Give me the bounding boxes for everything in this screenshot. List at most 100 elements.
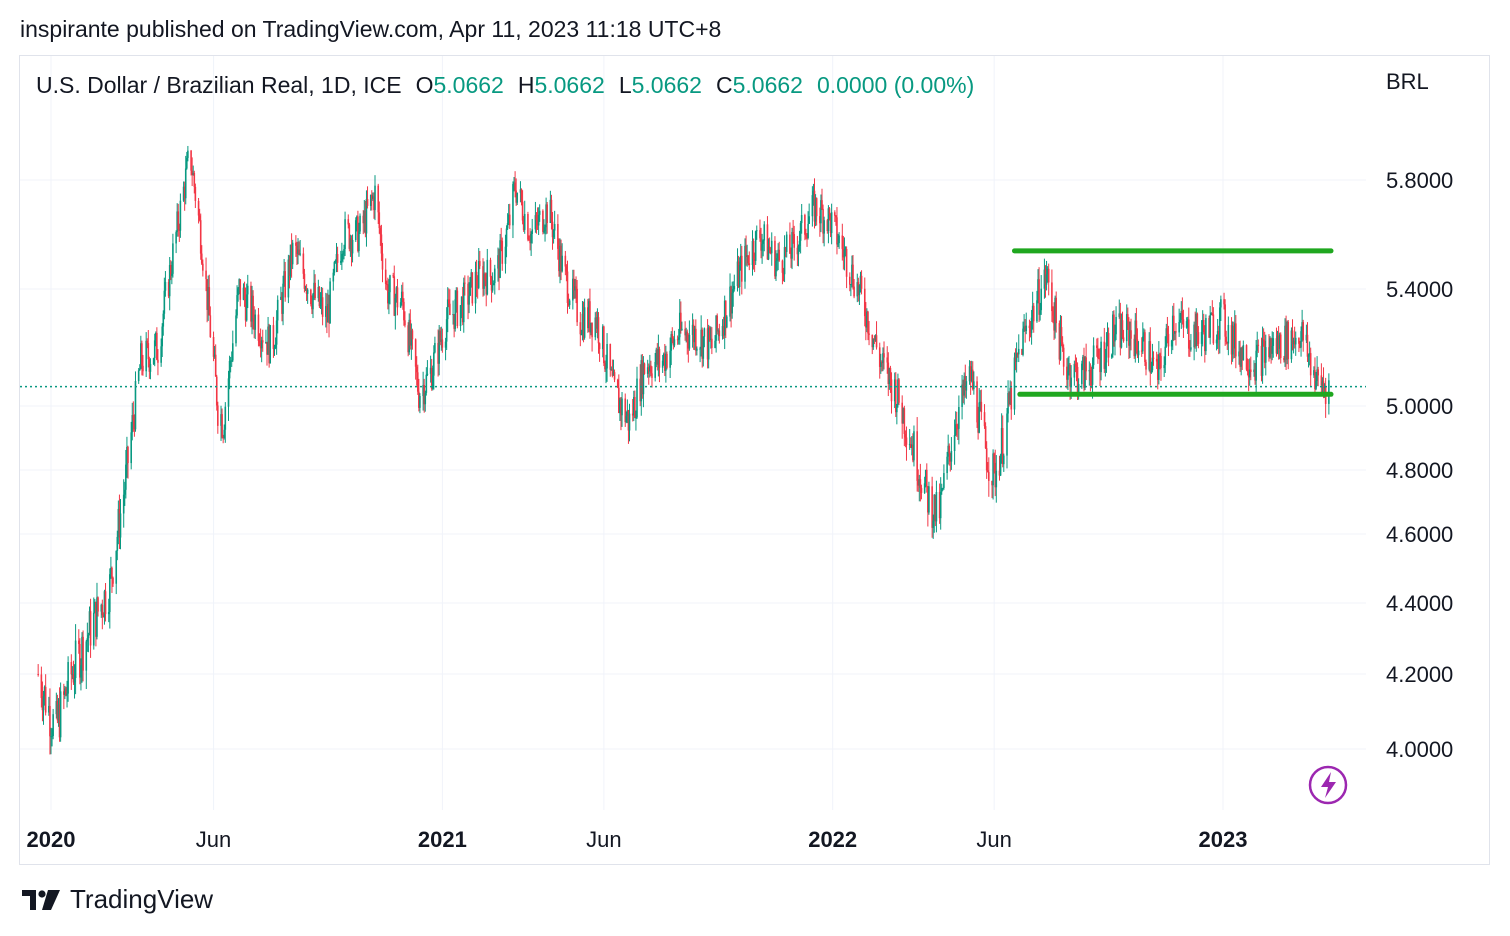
candle-body bbox=[1000, 428, 1003, 456]
candle-body bbox=[792, 231, 794, 235]
candle-body bbox=[1023, 326, 1025, 329]
candle-body bbox=[808, 216, 810, 224]
candle-body bbox=[267, 326, 269, 355]
candle-body bbox=[890, 379, 893, 402]
candle-body bbox=[1197, 332, 1200, 344]
candle-body bbox=[349, 238, 352, 249]
candle-body bbox=[530, 233, 532, 244]
candle-body bbox=[647, 367, 650, 372]
candle-body bbox=[1253, 369, 1255, 372]
candle-body bbox=[138, 368, 141, 371]
candle-body bbox=[1300, 331, 1302, 348]
lightning-button[interactable] bbox=[1308, 765, 1348, 805]
candle-body bbox=[1217, 331, 1220, 340]
candle-body bbox=[291, 242, 294, 265]
candle-body bbox=[985, 448, 988, 471]
candle-body bbox=[1233, 323, 1236, 349]
candle-body bbox=[994, 462, 997, 488]
candle-body bbox=[97, 597, 99, 612]
candle-body bbox=[827, 208, 830, 232]
candle-body bbox=[1066, 366, 1068, 380]
candle-body bbox=[1136, 339, 1139, 356]
candle-body bbox=[287, 259, 290, 298]
candle-body bbox=[841, 235, 844, 249]
candle-body bbox=[146, 340, 149, 344]
candle-body bbox=[359, 215, 361, 232]
candle-body bbox=[939, 491, 942, 519]
candle-body bbox=[559, 245, 561, 272]
candle-body bbox=[1277, 335, 1280, 349]
candle-body bbox=[596, 317, 599, 329]
candle-body bbox=[1270, 338, 1272, 354]
candle-body bbox=[783, 247, 786, 275]
candle-body bbox=[377, 185, 380, 213]
candle-body bbox=[1227, 324, 1230, 344]
candle-body bbox=[1212, 314, 1215, 344]
candle-body bbox=[87, 634, 90, 639]
y-tick-label: 5.4000 bbox=[1386, 277, 1453, 302]
candle-body bbox=[416, 372, 419, 392]
candle-body bbox=[777, 249, 779, 259]
candle-body bbox=[983, 412, 986, 427]
candle-body bbox=[942, 487, 944, 489]
candle-body bbox=[133, 420, 136, 430]
candle-body bbox=[164, 281, 167, 291]
candle-body bbox=[676, 339, 679, 341]
candle-body bbox=[288, 259, 291, 276]
candle-body bbox=[624, 398, 627, 423]
candle-body bbox=[1211, 313, 1214, 315]
candle-body bbox=[423, 384, 426, 405]
candle-body bbox=[590, 322, 592, 333]
x-tick-label: Jun bbox=[976, 827, 1011, 852]
candle-body bbox=[687, 341, 690, 349]
candle-body bbox=[1179, 319, 1182, 322]
candle-body bbox=[701, 329, 704, 359]
candle-body bbox=[74, 640, 77, 679]
candle-body bbox=[621, 398, 623, 416]
candle-body bbox=[88, 611, 91, 635]
candle-body bbox=[134, 381, 137, 430]
candle-body bbox=[1028, 325, 1031, 329]
candle-body bbox=[970, 369, 973, 382]
candle-body bbox=[774, 240, 776, 277]
candle-body bbox=[843, 249, 846, 258]
candle-body bbox=[969, 366, 972, 382]
candle-body bbox=[418, 391, 420, 408]
candle-body bbox=[107, 612, 110, 615]
candle-body bbox=[872, 338, 875, 348]
candle-body bbox=[366, 199, 369, 206]
candle-body bbox=[918, 479, 921, 486]
candle-body bbox=[821, 200, 823, 209]
candle-body bbox=[462, 282, 465, 323]
candle-body bbox=[643, 363, 646, 374]
candle-body bbox=[156, 332, 158, 360]
candle-body bbox=[934, 494, 937, 522]
candle-body bbox=[1112, 314, 1114, 355]
candle-body bbox=[147, 343, 150, 360]
candle-body bbox=[1175, 331, 1177, 333]
candle-body bbox=[1246, 369, 1249, 372]
candle-body bbox=[148, 359, 151, 372]
candle-body bbox=[1074, 363, 1077, 366]
candle-body bbox=[1141, 336, 1144, 352]
candle-body bbox=[588, 301, 590, 329]
candle-body bbox=[152, 358, 155, 365]
candle-body bbox=[1306, 334, 1309, 357]
candle-body bbox=[612, 372, 615, 376]
candle-body bbox=[358, 231, 360, 251]
candle-body bbox=[282, 283, 284, 314]
candle-body bbox=[514, 182, 516, 191]
candle-body bbox=[1119, 313, 1122, 348]
candle-body bbox=[92, 612, 95, 646]
candle-body bbox=[42, 696, 45, 711]
candle-body bbox=[446, 299, 449, 320]
candle-body bbox=[154, 332, 157, 341]
candle-body bbox=[454, 299, 457, 329]
candle-body bbox=[434, 342, 436, 353]
candle-body bbox=[1143, 332, 1145, 337]
candle-body bbox=[176, 211, 178, 233]
candle-body bbox=[798, 240, 801, 246]
candle-body bbox=[482, 266, 484, 289]
candle-body bbox=[775, 260, 777, 277]
